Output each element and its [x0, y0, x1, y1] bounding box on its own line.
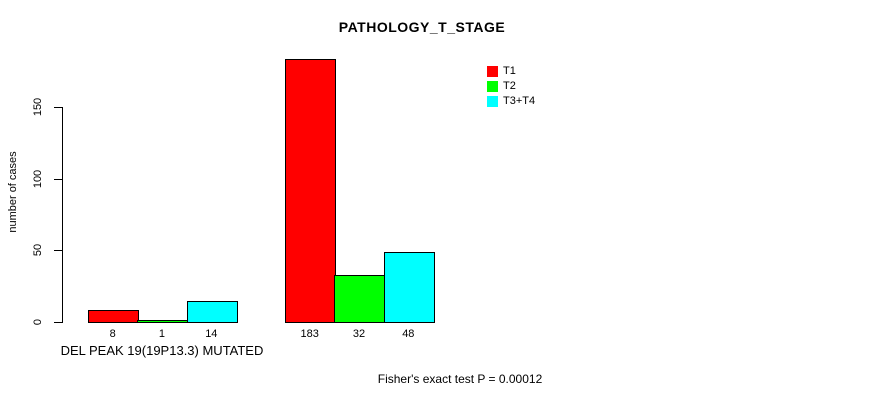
bar	[334, 275, 386, 323]
bar-value-label: 14	[205, 328, 218, 340]
fisher-test-annotation: Fisher's exact test P = 0.00012	[377, 372, 543, 386]
y-tick	[54, 178, 62, 180]
y-axis-label: number of cases	[7, 151, 19, 233]
bar-value-label: 32	[352, 328, 366, 340]
legend-label: T1	[503, 65, 516, 77]
bar	[285, 58, 337, 323]
legend-item: T1	[487, 65, 535, 77]
bar-value-label: 183	[300, 328, 319, 340]
bar-value-label: 1	[158, 328, 166, 340]
bar-value-label: 48	[402, 328, 415, 340]
bar	[186, 300, 238, 323]
legend-swatch	[487, 95, 498, 107]
bar	[383, 252, 435, 323]
y-tick	[54, 250, 62, 252]
y-axis-line	[62, 107, 63, 323]
x-group-label: DEL PEAK 19(19P13.3) MUTATED	[60, 343, 264, 358]
legend-label: T3+T4	[503, 95, 536, 107]
y-tick-label: 100	[32, 169, 44, 188]
y-tick	[54, 322, 62, 323]
legend-label: T2	[503, 80, 516, 92]
bar	[88, 309, 140, 323]
y-tick-label: 150	[32, 97, 44, 117]
y-tick-label: 0	[32, 318, 44, 326]
bar	[137, 319, 189, 323]
y-tick-label: 50	[32, 244, 44, 257]
y-tick	[54, 107, 62, 108]
legend-swatch	[487, 65, 498, 77]
legend-swatch	[487, 80, 498, 92]
chart-title: PATHOLOGY_T_STAGE	[338, 19, 506, 35]
legend: T1 T2 T3+T4	[487, 65, 535, 110]
legend-item: T2	[487, 80, 535, 92]
bar-value-label: 8	[109, 328, 116, 340]
legend-item: T3+T4	[487, 95, 535, 107]
